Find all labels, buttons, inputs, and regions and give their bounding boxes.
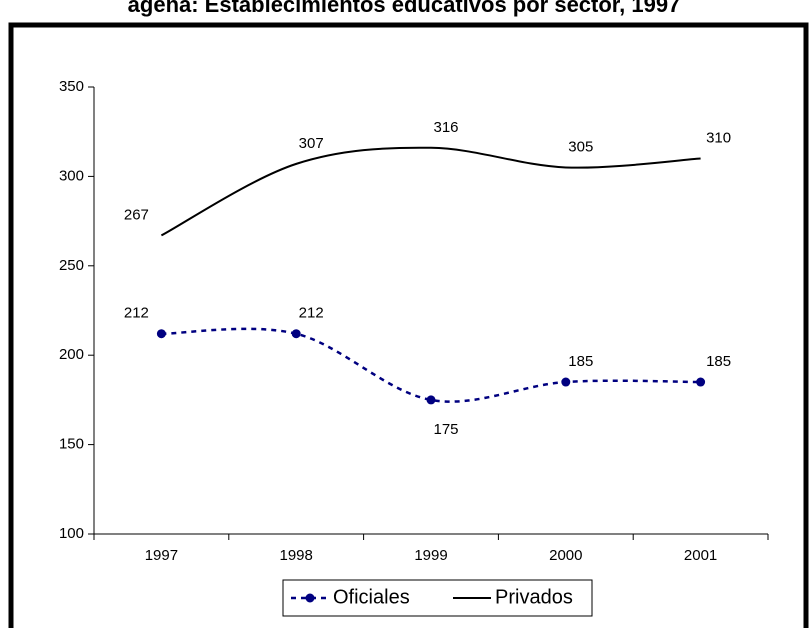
point	[696, 377, 706, 387]
point	[156, 329, 166, 339]
series-line	[160, 146, 701, 237]
x-tick-label: 2001	[684, 547, 717, 564]
point	[561, 377, 571, 387]
x-tick-label: 2000	[549, 547, 582, 564]
legend	[282, 579, 593, 617]
legend-marker	[305, 593, 315, 603]
frame	[8, 22, 809, 628]
y-tick-label: 350	[59, 78, 84, 95]
data-label: 185	[568, 353, 593, 370]
data-label: 267	[124, 206, 149, 223]
legend-label: Privados	[495, 586, 573, 608]
point	[291, 329, 301, 339]
y-tick-label: 100	[59, 525, 84, 542]
legend-label: Oficiales	[333, 586, 410, 608]
y-tick-label: 300	[59, 167, 84, 184]
data-label: 175	[433, 421, 458, 438]
x-tick-label: 1998	[280, 547, 313, 564]
y-tick-label: 250	[59, 257, 84, 274]
data-label: 316	[433, 119, 458, 136]
data-label: 305	[568, 138, 593, 155]
data-label: 307	[299, 135, 324, 152]
data-label: 212	[124, 305, 149, 322]
chart-title: agena: Establecimientos educativos por s…	[128, 0, 681, 17]
data-label: 185	[706, 353, 731, 370]
y-tick-label: 200	[59, 346, 84, 363]
x-tick-label: 1999	[414, 547, 447, 564]
y-tick-label: 150	[59, 436, 84, 453]
data-label: 310	[706, 129, 731, 146]
x-tick-label: 1997	[145, 547, 178, 564]
series-line	[161, 327, 701, 403]
data-label: 212	[299, 305, 324, 322]
point	[426, 395, 436, 405]
